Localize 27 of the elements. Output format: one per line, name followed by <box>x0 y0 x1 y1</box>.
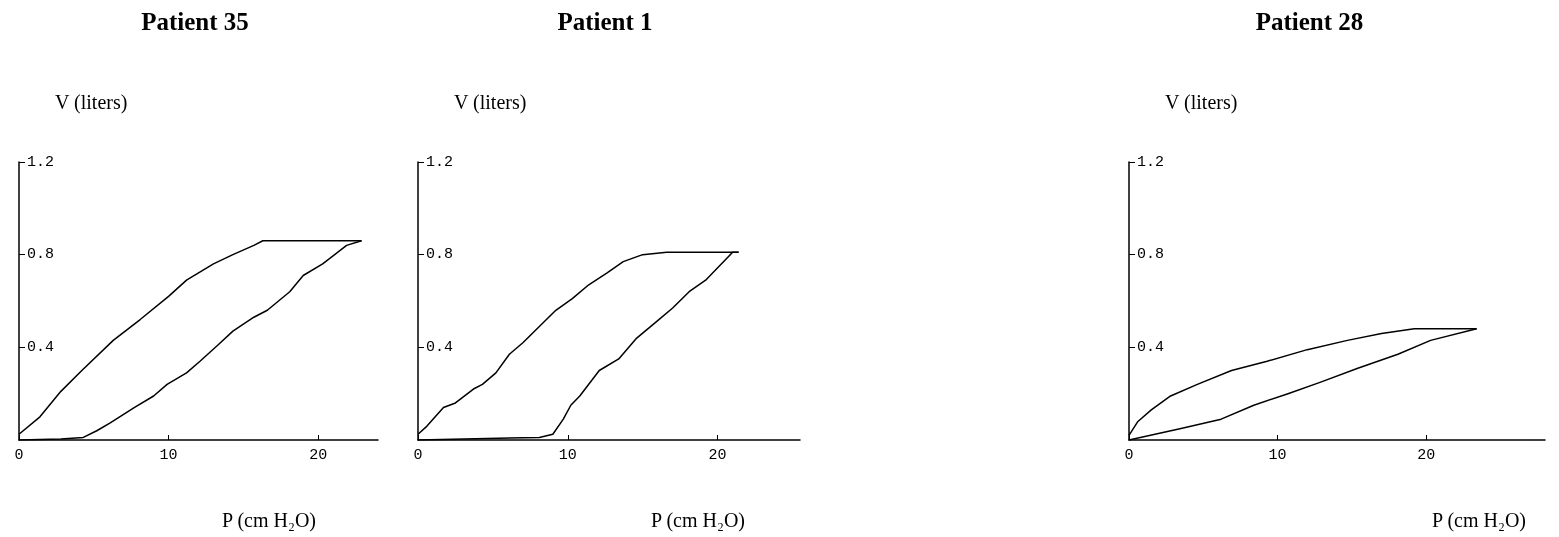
y-tick-label: 0.4 <box>27 338 55 356</box>
chart-title: Patient 1 <box>557 8 653 35</box>
x-tick-label: 0 <box>14 447 24 464</box>
y-tick-label: 1.2 <box>27 153 55 171</box>
x-tick-label: 20 <box>1417 447 1436 464</box>
y-axis-title: V (liters) <box>55 91 128 114</box>
y-tick-label: 0.8 <box>1137 246 1165 264</box>
chart-title: Patient 28 <box>1255 8 1364 35</box>
y-axis-title: V (liters) <box>454 91 527 114</box>
x-axis-title: P (cm H₂O) <box>1432 509 1526 532</box>
x-tick-label: 20 <box>309 447 328 464</box>
x-tick-label: 10 <box>558 447 577 464</box>
y-tick-label: 1.2 <box>426 153 454 171</box>
x-axis-title: P (cm H₂O) <box>222 509 316 532</box>
x-tick-label: 10 <box>1268 447 1287 464</box>
x-tick-label: 0 <box>1124 447 1134 464</box>
y-tick-label: 0.8 <box>27 246 55 264</box>
y-tick-label: 0.8 <box>426 246 454 264</box>
x-tick-label: 10 <box>159 447 178 464</box>
x-axis-title: P (cm H₂O) <box>651 509 745 532</box>
y-tick-label: 1.2 <box>1137 153 1165 171</box>
chart-title: Patient 35 <box>141 8 249 35</box>
x-tick-label: 0 <box>413 447 423 464</box>
y-tick-label: 0.4 <box>1137 338 1165 356</box>
y-axis-title: V (liters) <box>1165 91 1238 114</box>
x-tick-label: 20 <box>708 447 727 464</box>
y-tick-label: 0.4 <box>426 338 454 356</box>
